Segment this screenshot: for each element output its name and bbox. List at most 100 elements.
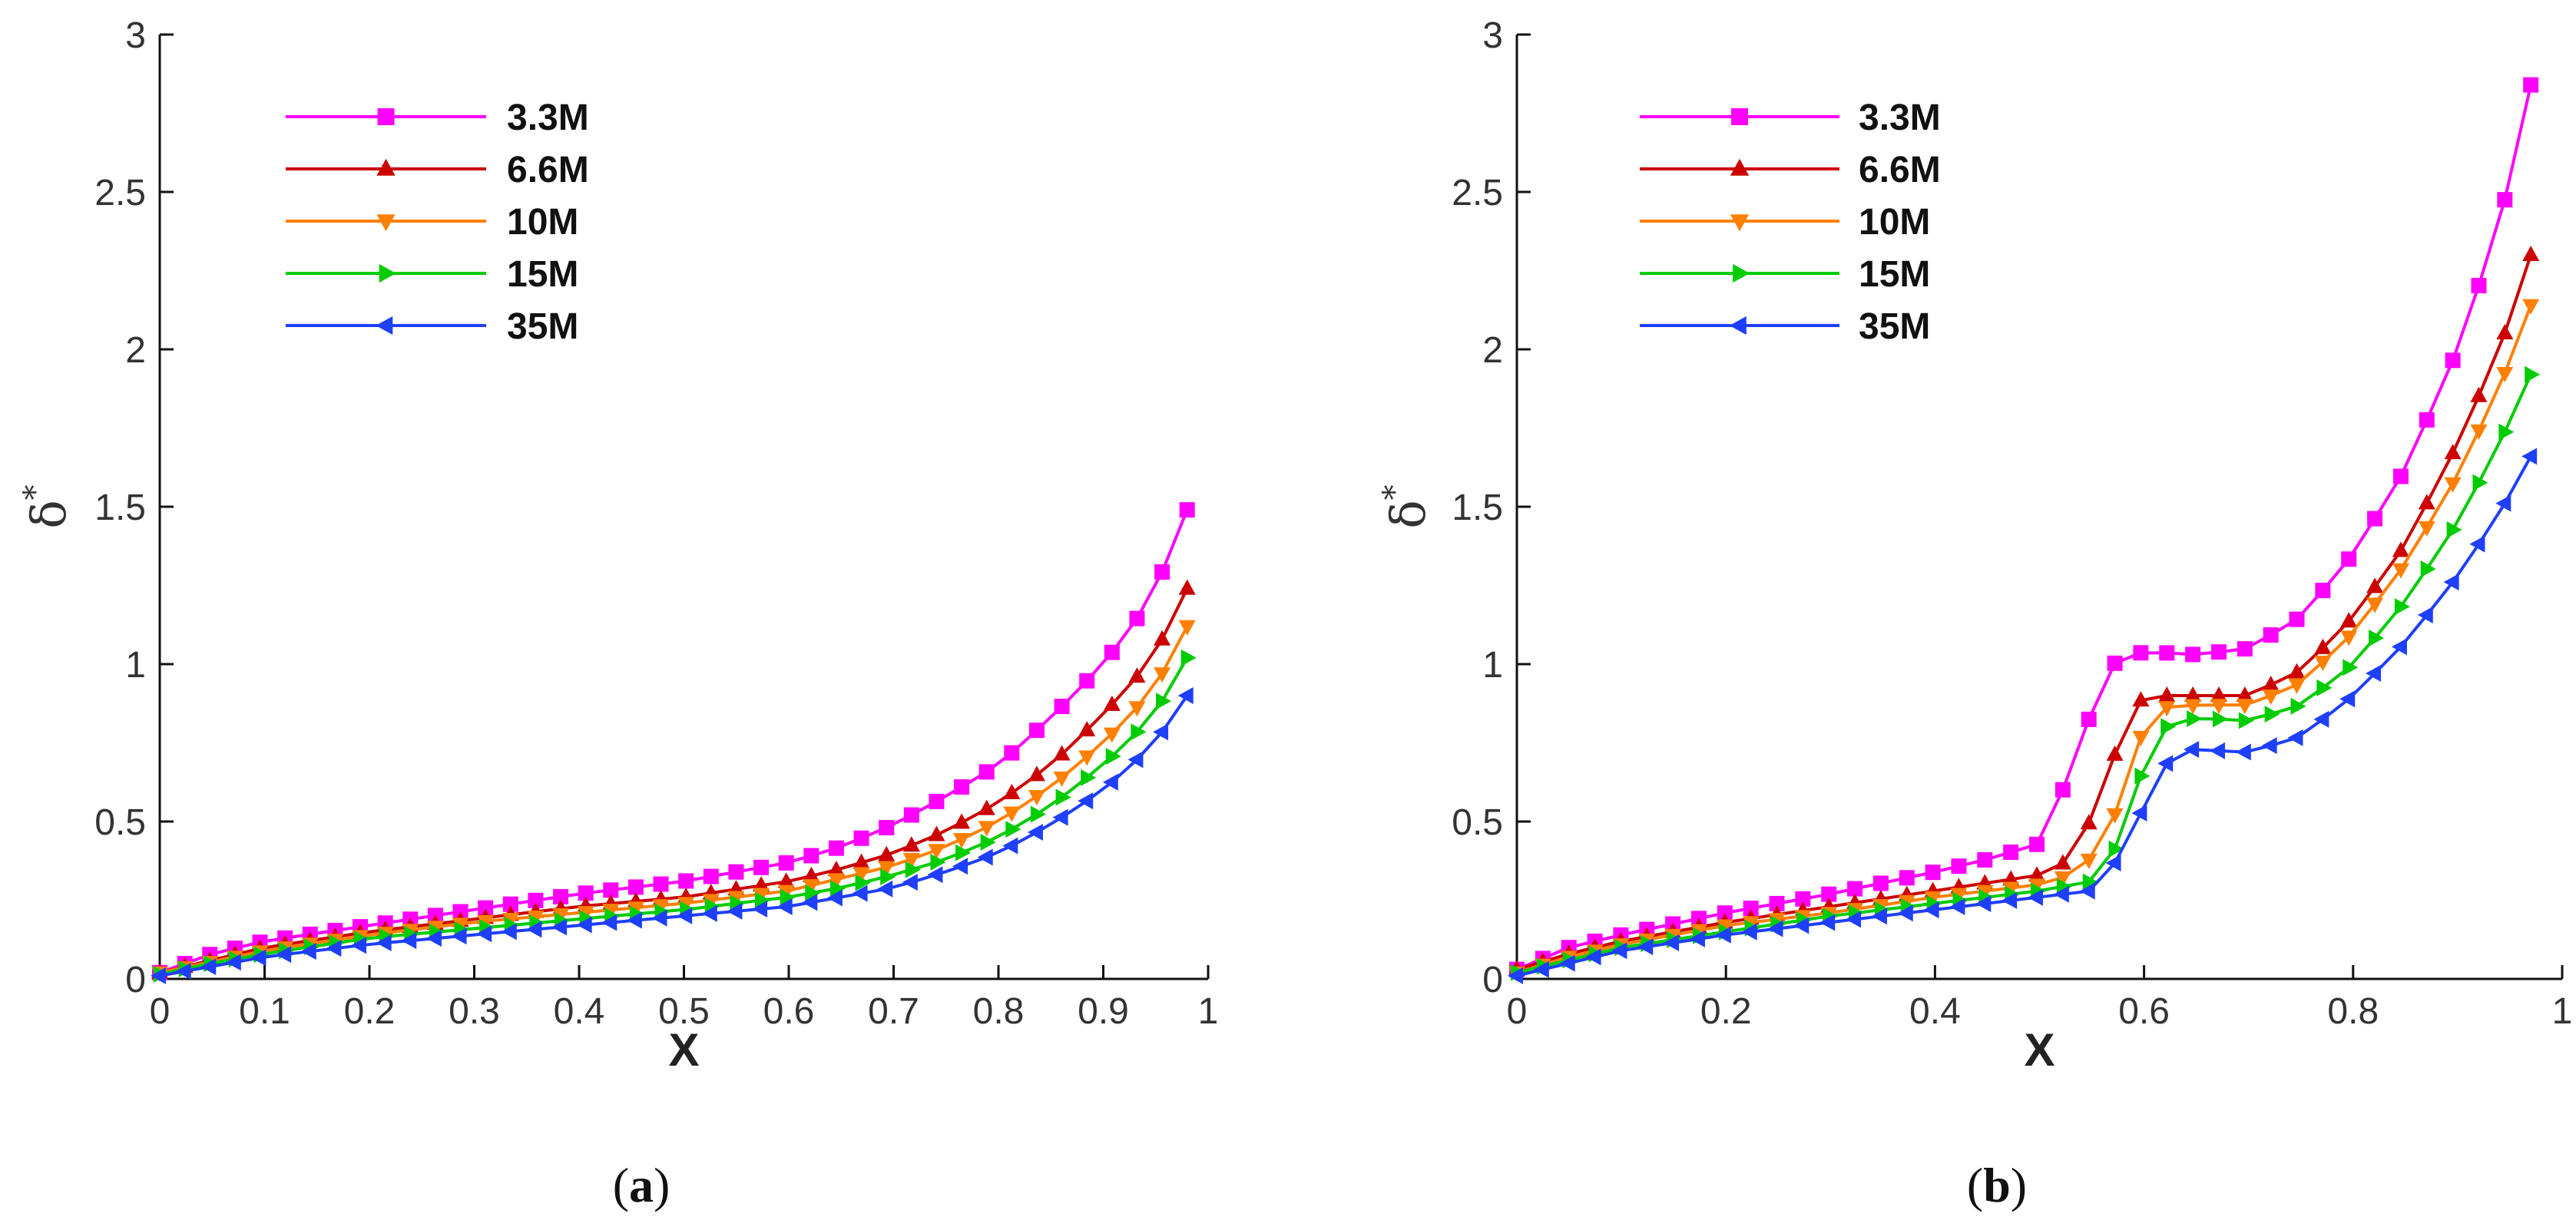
data-point xyxy=(1153,723,1169,741)
x-axis-label: X xyxy=(668,1024,699,1076)
data-point xyxy=(2523,77,2539,93)
data-point xyxy=(777,872,795,888)
x-tick-label: 0.5 xyxy=(658,991,710,1032)
series-line xyxy=(1516,304,2533,974)
legend-label: 10M xyxy=(1859,202,1930,243)
data-point xyxy=(2157,755,2174,772)
data-point xyxy=(1769,895,1785,911)
legend-item: 3.3M xyxy=(286,98,589,138)
data-point xyxy=(2471,277,2487,293)
y-tick-label: 2.5 xyxy=(94,173,146,213)
data-point xyxy=(2080,814,2098,830)
panel-caption: (b) xyxy=(1967,1158,2027,1212)
data-point xyxy=(501,923,517,941)
series-line xyxy=(159,625,1189,974)
data-point xyxy=(2391,638,2407,656)
caption-letter: a xyxy=(629,1158,654,1212)
data-point xyxy=(2340,630,2358,646)
data-point xyxy=(2131,804,2147,822)
data-point xyxy=(1005,821,1021,838)
legend-label: 35M xyxy=(507,306,578,347)
data-point xyxy=(2496,366,2514,382)
data-point xyxy=(678,873,694,889)
panel-caption: (a) xyxy=(613,1158,670,1212)
data-point xyxy=(2525,365,2541,383)
data-point xyxy=(755,891,771,909)
data-point xyxy=(1052,808,1068,826)
data-point xyxy=(2315,583,2331,599)
x-tick-label: 0.2 xyxy=(344,991,396,1032)
data-point xyxy=(2263,627,2279,643)
data-point xyxy=(2420,560,2436,577)
data-point xyxy=(225,954,241,971)
data-point xyxy=(2132,730,2150,746)
data-point xyxy=(1715,926,1731,944)
legend-marker xyxy=(1731,108,1748,125)
data-point xyxy=(1664,934,1680,952)
data-point xyxy=(1103,727,1121,743)
data-point xyxy=(2419,412,2435,428)
data-point xyxy=(2080,853,2098,869)
data-point xyxy=(930,853,946,871)
data-point xyxy=(1179,502,1195,518)
data-point xyxy=(2290,697,2306,715)
data-point xyxy=(1846,911,1862,928)
series-6.6m xyxy=(151,579,1196,979)
data-point xyxy=(1102,773,1118,791)
legend-label: 35M xyxy=(1859,306,1930,347)
data-point xyxy=(2498,423,2515,441)
data-point xyxy=(276,946,292,964)
data-point xyxy=(2210,686,2227,702)
x-tick-label: 0.2 xyxy=(1700,991,1752,1032)
caption-close-paren: ) xyxy=(654,1158,670,1212)
data-point xyxy=(1128,701,1146,717)
data-point xyxy=(1128,667,1146,683)
data-point xyxy=(2028,866,2046,882)
data-point xyxy=(803,879,820,895)
series-15m xyxy=(1511,365,2541,981)
data-point xyxy=(578,885,594,901)
data-point xyxy=(2522,246,2540,261)
data-point xyxy=(1533,960,1549,978)
x-tick-label: 0.3 xyxy=(449,991,500,1032)
x-tick-label: 0.8 xyxy=(2327,991,2379,1032)
data-point xyxy=(2108,840,2124,858)
legend-marker xyxy=(379,263,396,283)
data-point xyxy=(2314,638,2332,654)
data-point xyxy=(1925,865,1941,881)
data-point xyxy=(2394,598,2410,616)
data-point xyxy=(2521,448,2538,465)
series-10m xyxy=(1508,299,2540,982)
data-point xyxy=(1154,564,1170,580)
data-point xyxy=(1821,886,1837,902)
data-point xyxy=(1103,695,1121,711)
x-axis-label: X xyxy=(2024,1024,2055,1076)
data-point xyxy=(2158,686,2176,702)
data-point xyxy=(1131,723,1147,741)
data-point xyxy=(1028,790,1045,805)
data-point xyxy=(1002,837,1018,855)
data-point xyxy=(2340,612,2358,628)
data-point xyxy=(1078,721,1096,737)
data-point xyxy=(902,853,920,868)
data-point xyxy=(553,888,569,904)
series-line xyxy=(1516,84,2533,971)
data-point xyxy=(1717,905,1733,921)
data-point xyxy=(1767,920,1783,937)
data-point xyxy=(2212,710,2228,728)
y-tick-label: 0.5 xyxy=(1452,802,1503,843)
data-point xyxy=(928,844,945,860)
data-point xyxy=(953,833,971,849)
data-point xyxy=(528,892,544,908)
data-point xyxy=(1819,914,1836,931)
data-point xyxy=(2106,808,2124,824)
legend-label: 15M xyxy=(1859,254,1930,295)
data-point xyxy=(2418,494,2435,510)
data-point xyxy=(2262,689,2280,706)
data-point xyxy=(1053,745,1071,761)
data-point xyxy=(953,813,971,829)
legend-marker xyxy=(1729,316,1747,336)
data-point xyxy=(2210,699,2227,715)
data-point xyxy=(803,866,820,882)
